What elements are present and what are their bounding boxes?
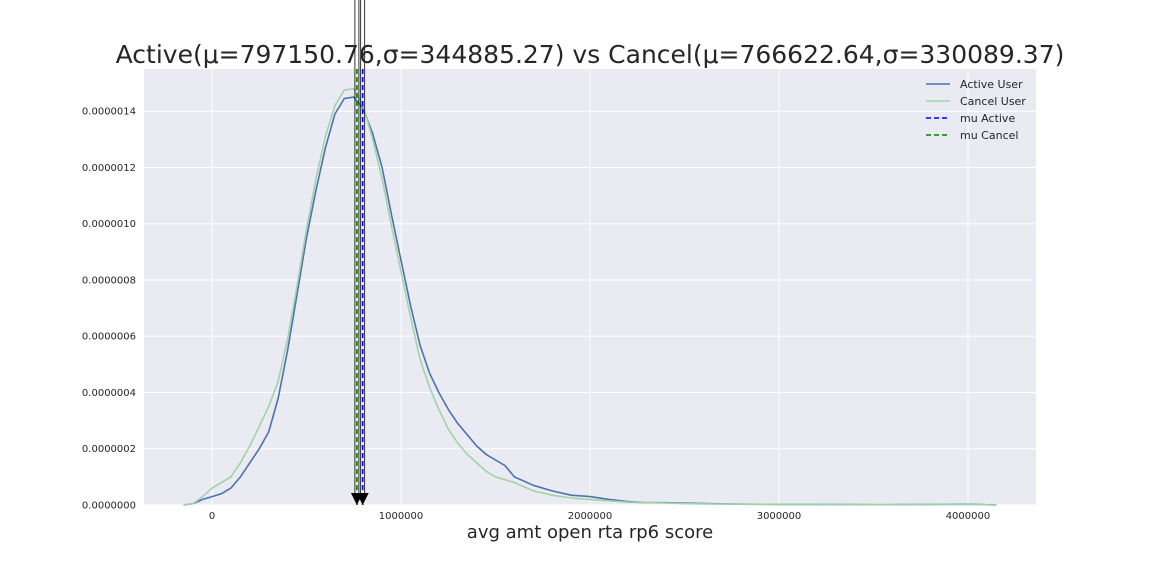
x-tick-label: 3000000 [757, 511, 802, 522]
y-tick-label: 0.0000014 [82, 107, 136, 118]
x-axis-label: avg amt open rta rp6 score [467, 522, 713, 543]
legend-label: mu Active [960, 112, 1015, 125]
y-tick-label: 0.0000008 [82, 275, 136, 286]
y-tick-label: 0.0000000 [82, 501, 136, 512]
y-tick-label: 0.0000010 [82, 219, 136, 230]
series-layer [183, 87, 997, 506]
legend-label: Cancel User [960, 95, 1026, 108]
x-tick-label: 0 [209, 511, 215, 522]
y-tick-label: 0.0000012 [82, 163, 136, 174]
mean-lines [356, 69, 364, 505]
y-tick-label: 0.0000004 [82, 388, 136, 399]
x-tick-label: 4000000 [946, 511, 991, 522]
x-tick-label: 1000000 [379, 511, 424, 522]
x-axis-ticks: 0 1000000 2000000 3000000 4000000 [209, 511, 990, 522]
y-axis-ticks: 0.0000000 0.0000002 0.0000004 0.0000006 0.00… [82, 107, 136, 512]
grid [144, 69, 1036, 506]
legend: Active User Cancel User mu Active mu Cancel [926, 78, 1026, 142]
series-line-cancel-user [183, 87, 997, 506]
legend-label: Active User [960, 78, 1023, 91]
chart-title: Active(μ=797150.76,σ=344885.27) vs Cance… [116, 40, 1065, 69]
x-tick-label: 2000000 [568, 511, 613, 522]
legend-label: mu Cancel [960, 129, 1018, 142]
mean-arrows [350, 0, 369, 505]
y-tick-label: 0.0000006 [82, 332, 136, 343]
arrow-head [350, 493, 363, 505]
y-tick-label: 0.0000002 [82, 444, 136, 455]
